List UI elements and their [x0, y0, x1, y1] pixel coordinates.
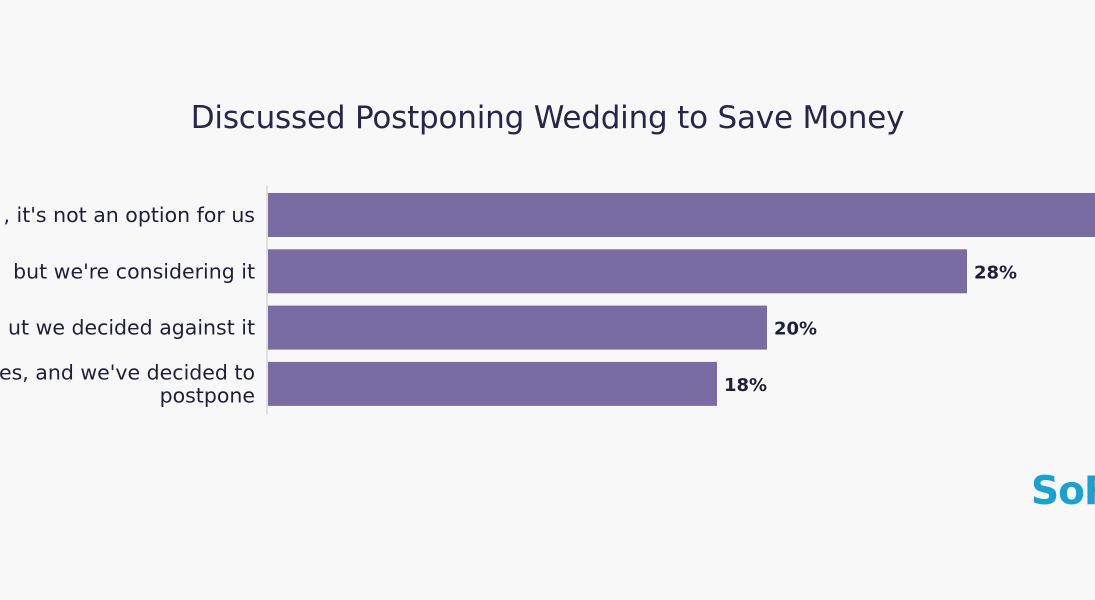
bar-2 [268, 249, 967, 294]
category-label-3: ut we decided against it [8, 316, 255, 340]
sofi-logo: SoF [1031, 469, 1095, 514]
bar-3 [268, 305, 767, 350]
category-label-4: es, and we've decided to postpone [0, 360, 255, 407]
bar-1 [268, 193, 1095, 237]
value-label-4: 18% [724, 375, 767, 396]
value-label-2: 28% [974, 262, 1017, 283]
category-label-2: but we're considering it [13, 259, 255, 283]
chart-title: Discussed Postponing Wedding to Save Mon… [190, 100, 905, 136]
category-label-1: , it's not an option for us [4, 203, 255, 227]
bar-4 [268, 361, 717, 406]
value-label-3: 20% [774, 319, 817, 340]
